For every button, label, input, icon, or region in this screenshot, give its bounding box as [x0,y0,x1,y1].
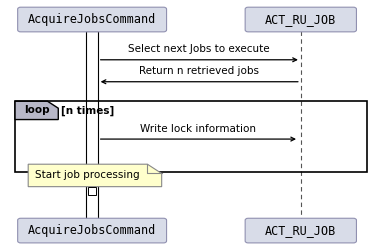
Polygon shape [28,164,162,187]
Bar [86,30,98,220]
Text: [n times]: [n times] [61,105,115,116]
Bar [15,101,367,172]
FancyBboxPatch shape [245,218,356,243]
Text: Start job processing: Start job processing [35,171,140,180]
Polygon shape [15,101,58,120]
Text: AcquireJobsCommand: AcquireJobsCommand [28,224,156,237]
Text: ACT_RU_JOB: ACT_RU_JOB [265,224,337,237]
Text: Return n retrieved jobs: Return n retrieved jobs [139,66,259,76]
Text: loop: loop [24,105,50,115]
FancyBboxPatch shape [18,7,167,32]
Text: Write lock information: Write lock information [140,124,256,134]
Text: ACT_RU_JOB: ACT_RU_JOB [265,13,337,26]
Text: AcquireJobsCommand: AcquireJobsCommand [28,13,156,26]
Bar [88,187,96,195]
FancyBboxPatch shape [245,7,356,32]
FancyBboxPatch shape [18,218,167,243]
Text: Select next Jobs to execute: Select next Jobs to execute [129,44,270,54]
